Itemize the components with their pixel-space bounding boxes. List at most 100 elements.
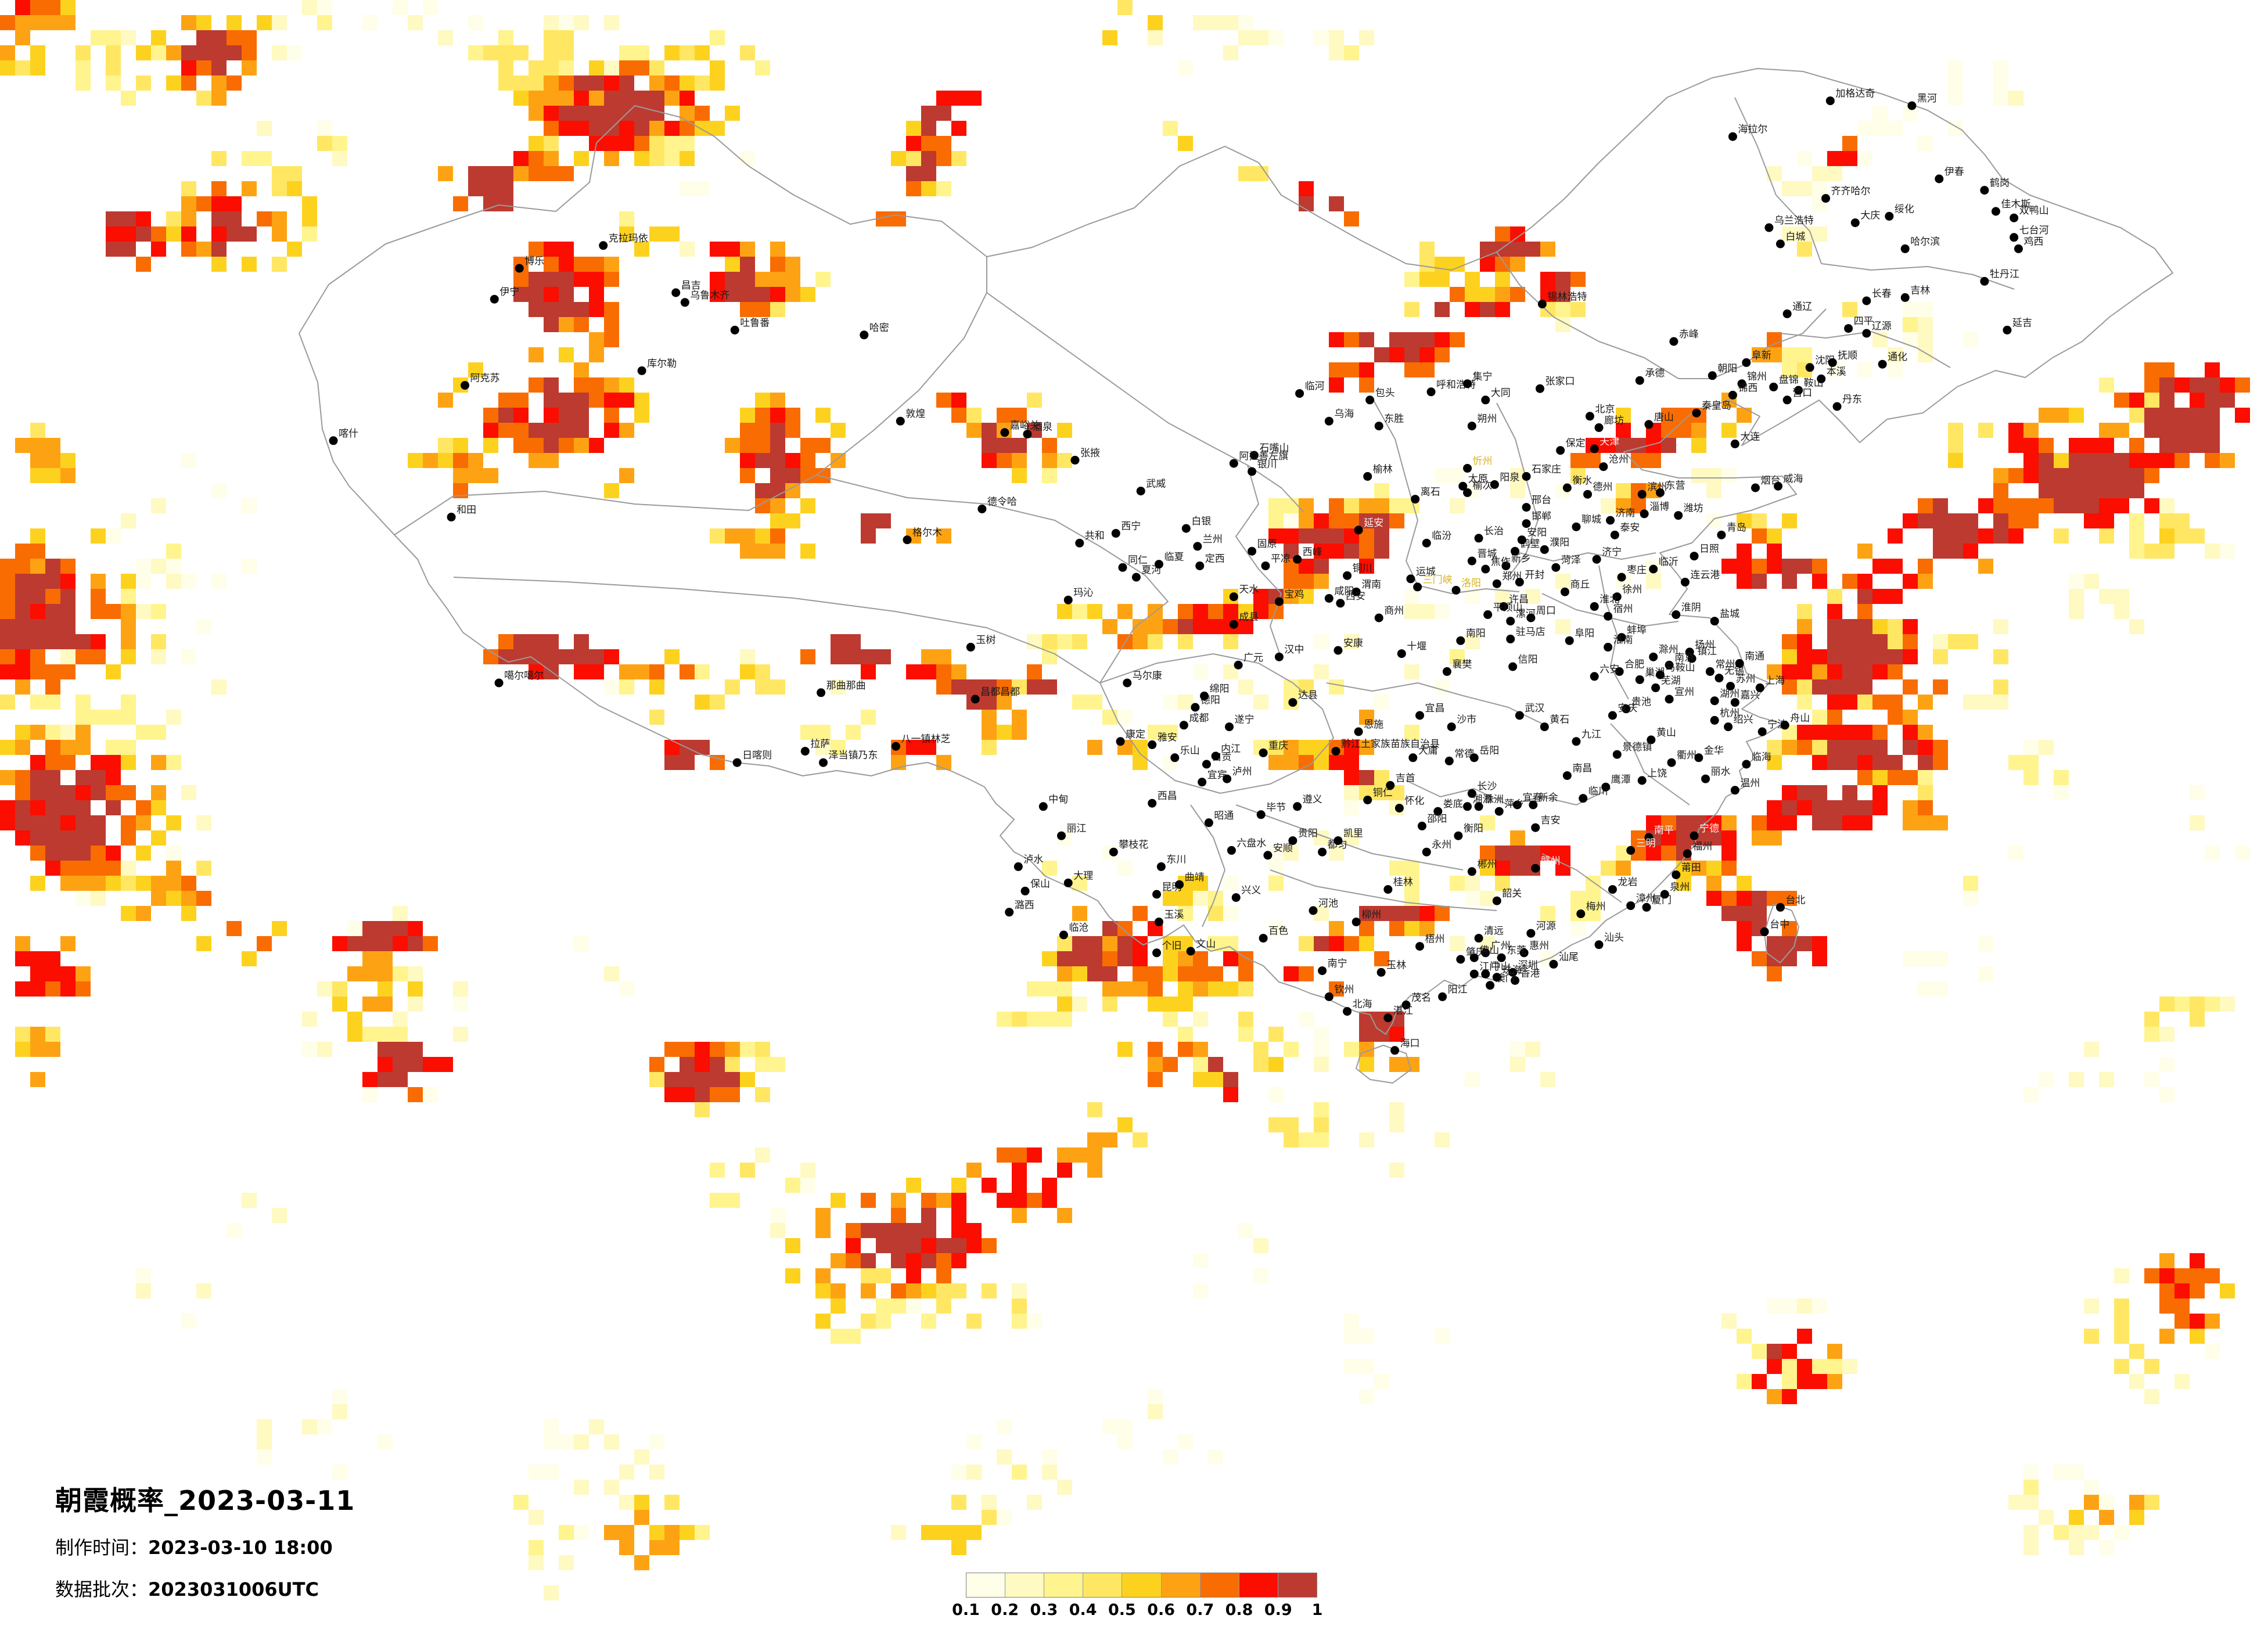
heat-cell (559, 393, 574, 408)
heat-cell (861, 1253, 876, 1268)
city-label: 通化 (1888, 351, 1907, 363)
heat-cell (2069, 604, 2084, 619)
legend-color-cell (1044, 1573, 1084, 1597)
heat-cell (1721, 468, 1737, 483)
city-dot (1413, 582, 1422, 592)
city-label: 离石 (1421, 487, 1440, 498)
heat-cell (1706, 891, 1721, 906)
city-label: 广州 (1491, 940, 1511, 952)
heat-cell (1737, 921, 1752, 936)
heat-cell (257, 151, 272, 166)
heat-cell (649, 136, 664, 151)
heat-cell (634, 136, 649, 151)
heat-cell (1329, 755, 1344, 770)
city-label: 驻马店 (1516, 626, 1545, 638)
city-label: 承德 (1645, 368, 1665, 379)
heat-cell (1842, 755, 1857, 770)
heat-cell (770, 302, 785, 317)
city-dot (1862, 329, 1871, 338)
heat-cell (1782, 649, 1797, 664)
heat-cell (1903, 800, 1918, 815)
heat-cell (1495, 272, 1510, 287)
heat-cell (861, 1283, 876, 1298)
heat-cell (695, 1525, 710, 1540)
heat-cell (1193, 1072, 1208, 1087)
city-dot (1885, 211, 1894, 221)
heat-cell (1872, 106, 1888, 121)
heat-cell (76, 981, 91, 997)
heat-cell (317, 0, 332, 15)
city-label: 北海 (1353, 999, 1372, 1010)
heat-cell (513, 438, 529, 453)
heat-cell (574, 1480, 589, 1495)
heat-cell (574, 1525, 589, 1540)
heat-cell (1253, 1057, 1268, 1072)
city-label: 石嘴山 (1259, 443, 1289, 454)
heat-cell (2008, 755, 2023, 770)
heat-cell (302, 0, 317, 15)
city-label: 淮阴 (1681, 602, 1701, 613)
heat-cell (1691, 815, 1706, 830)
heat-cell (604, 317, 619, 332)
heat-cell (1193, 604, 1208, 619)
heat-cell (181, 453, 196, 468)
heat-cell (1540, 287, 1555, 302)
heat-cell (1450, 468, 1465, 483)
heat-cell (1238, 604, 1253, 619)
heat-cell (951, 1223, 966, 1238)
city-dot (1274, 597, 1284, 606)
heat-cell (1782, 679, 1797, 695)
heat-cell (30, 966, 45, 981)
heat-cell (1359, 921, 1374, 936)
heat-cell (1812, 800, 1827, 815)
legend-tick: 0.3 (1030, 1601, 1058, 1619)
legend-tick: 0.7 (1186, 1601, 1214, 1619)
heat-cell (1857, 740, 1872, 755)
heat-cell (1163, 1012, 1178, 1027)
city-dot (1506, 634, 1515, 643)
heat-cell (76, 876, 91, 891)
city-label: 汕头 (1604, 932, 1624, 944)
heat-cell (317, 15, 332, 30)
heat-cell (76, 740, 91, 755)
heat-cell (211, 30, 227, 45)
heat-cell (1359, 1027, 1374, 1042)
heat-cell (2190, 1314, 2205, 1329)
city-dot (730, 325, 739, 334)
heat-cell (1087, 604, 1102, 619)
heat-cell (1737, 544, 1752, 559)
city-label: 无锡 (1724, 665, 1744, 677)
heat-cell (770, 544, 785, 559)
heat-cell (1797, 559, 1812, 574)
heat-cell (2054, 453, 2069, 468)
heat-cell (815, 740, 831, 755)
city-dot (1617, 633, 1626, 642)
heat-cell (1344, 211, 1359, 226)
heat-cell (106, 861, 121, 876)
heat-cell (2144, 408, 2159, 423)
city-label: 深圳 (1518, 959, 1538, 971)
city-dot (1442, 667, 1451, 676)
city-dot (1318, 847, 1327, 857)
city-dot (1186, 947, 1195, 956)
heat-cell (1933, 951, 1948, 966)
heat-cell (1284, 528, 1299, 544)
city-label: 焦作 (1491, 556, 1511, 568)
heat-cell (1012, 1193, 1027, 1208)
heat-cell (242, 151, 257, 166)
heat-cell (906, 166, 921, 181)
heat-cell (559, 287, 574, 302)
heat-cell (1057, 423, 1072, 438)
city-label: 河源 (1536, 920, 1556, 932)
heat-cell (846, 634, 861, 649)
heat-cell (921, 1238, 936, 1253)
heat-cell (2054, 483, 2069, 498)
city-dot (1705, 667, 1715, 676)
city-label: 台中 (1770, 919, 1789, 930)
heat-cell (982, 725, 997, 740)
heat-cell (1933, 755, 1948, 770)
city-dot (1730, 698, 1739, 707)
heat-cell (1419, 332, 1435, 347)
province-border (1406, 780, 1611, 805)
